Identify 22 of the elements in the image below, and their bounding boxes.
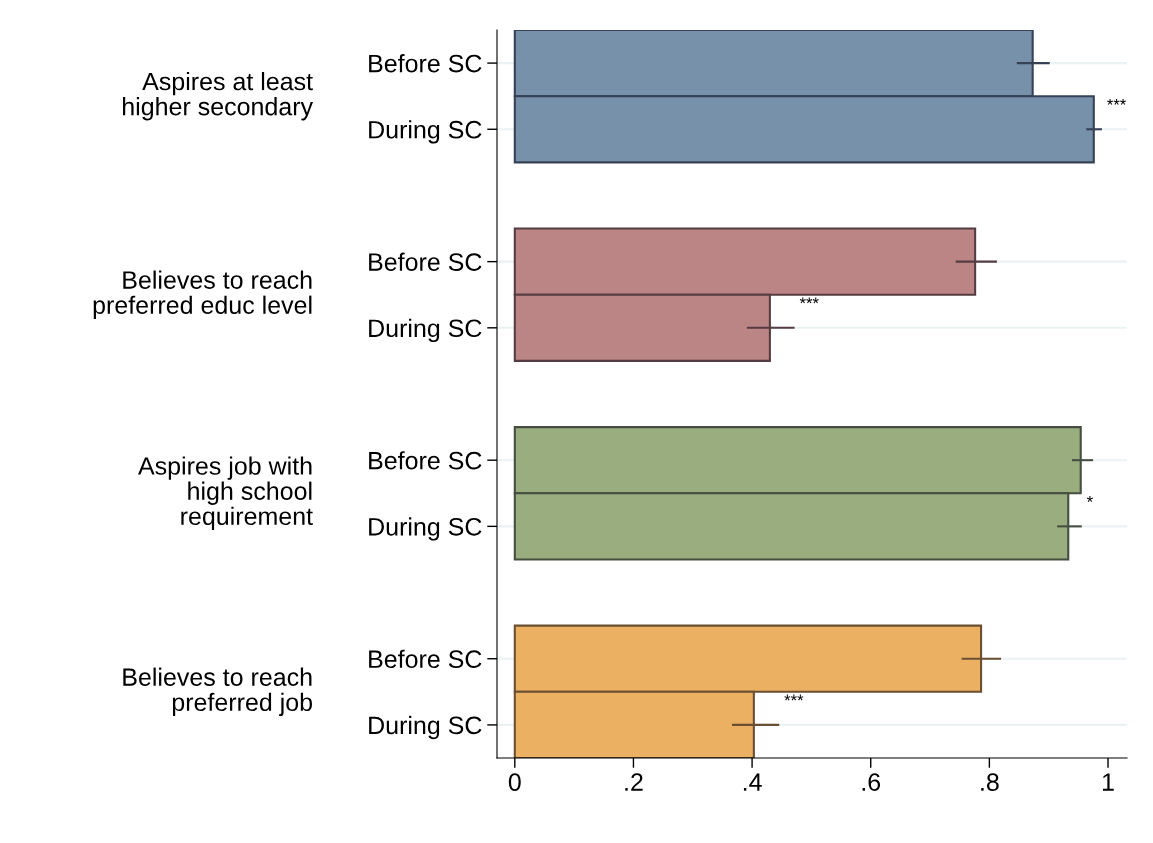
y-tick-label: During SC xyxy=(369,517,482,541)
data-label: *** xyxy=(784,694,804,701)
text: Believes to reach preferred educ level xyxy=(93,270,312,319)
y-tick-label: During SC xyxy=(369,120,482,144)
x-tick-label: .4 xyxy=(743,773,762,791)
text: Aspires job with high school requirement xyxy=(138,456,313,531)
text: Aspires at least higher secondary xyxy=(123,71,314,121)
y-tick-label: Before SC xyxy=(369,54,482,73)
data-label: * xyxy=(1086,496,1093,502)
x-tick-label: .6 xyxy=(862,773,881,791)
x-tick-label: 1 xyxy=(1102,773,1114,791)
y-tick-label: Before SC xyxy=(369,451,482,470)
x-tick-label: 0 xyxy=(508,773,521,791)
text: Believes to reach preferred job xyxy=(123,667,313,717)
data-label: *** xyxy=(799,297,819,304)
y-tick-label: During SC xyxy=(369,318,482,343)
y-tick-label: Before SC xyxy=(369,649,482,669)
x-tick-label: .8 xyxy=(981,773,999,791)
x-tick-label: .2 xyxy=(625,773,643,791)
y-tick-label: Before SC xyxy=(369,252,482,271)
y-tick-label: During SC xyxy=(369,715,482,740)
data-label: *** xyxy=(1107,98,1127,105)
